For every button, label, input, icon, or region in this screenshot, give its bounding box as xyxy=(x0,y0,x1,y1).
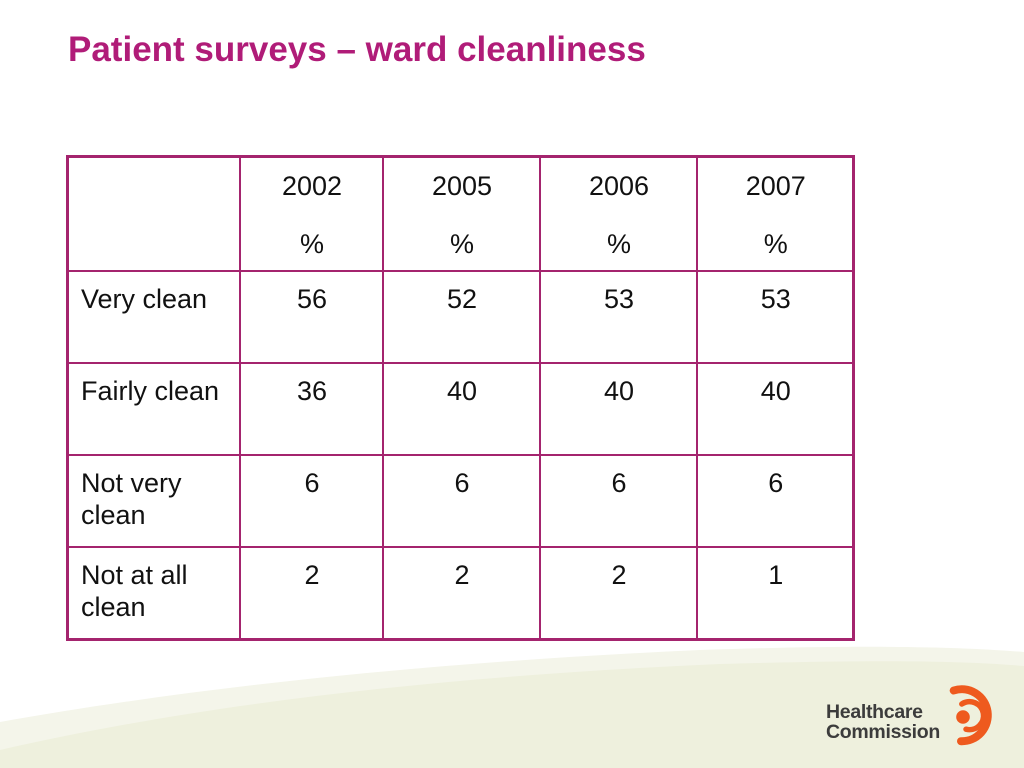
table-row: Fairly clean 36 40 40 40 xyxy=(66,362,855,456)
column-year: 2006 xyxy=(588,171,650,201)
table-cell: 1 xyxy=(695,546,855,640)
column-year: 2002 xyxy=(281,171,343,201)
table-cell: 56 xyxy=(238,270,384,364)
logo-line-2: Commission xyxy=(826,721,941,743)
column-header-2007: 2007 % xyxy=(695,155,855,272)
column-unit: % xyxy=(299,229,324,259)
table-cell: 52 xyxy=(381,270,541,364)
column-year: 2007 xyxy=(745,171,806,201)
row-label: Not at all clean xyxy=(66,546,241,640)
table-cell: 40 xyxy=(381,362,541,456)
table-cell: 6 xyxy=(695,454,855,548)
table-row: Very clean 56 52 53 53 xyxy=(66,270,855,364)
table-cell: 53 xyxy=(695,270,855,364)
column-year: 2005 xyxy=(431,171,493,201)
corner-cell xyxy=(66,155,241,272)
logo-wordmark: Healthcare Commission xyxy=(826,702,940,742)
table-cell: 2 xyxy=(238,546,384,640)
row-label: Fairly clean xyxy=(66,362,241,456)
column-unit: % xyxy=(763,229,788,259)
column-unit: % xyxy=(606,229,631,259)
concentric-arcs-icon xyxy=(949,685,992,746)
column-header-2002: 2002 % xyxy=(238,155,384,272)
column-unit: % xyxy=(449,229,474,259)
table-row: Not at all clean 2 2 2 1 xyxy=(66,546,855,640)
table-cell: 40 xyxy=(538,362,698,456)
slide-title: Patient surveys – ward cleanliness xyxy=(68,30,646,69)
table-header-row: 2002 % 2005 % 2006 % 2007 % xyxy=(66,155,855,272)
column-header-2006: 2006 % xyxy=(538,155,698,272)
column-header-2005: 2005 % xyxy=(381,155,541,272)
table-cell: 40 xyxy=(695,362,855,456)
table-cell: 2 xyxy=(381,546,541,640)
healthcare-commission-logo: Healthcare Commission xyxy=(826,676,1016,748)
table-cell: 6 xyxy=(538,454,698,548)
row-label: Not very clean xyxy=(66,454,241,548)
table-cell: 36 xyxy=(238,362,384,456)
table-row: Not very clean 6 6 6 6 xyxy=(66,454,855,548)
row-label: Very clean xyxy=(66,270,241,364)
table-cell: 53 xyxy=(538,270,698,364)
table-cell: 6 xyxy=(381,454,541,548)
table-cell: 6 xyxy=(238,454,384,548)
cleanliness-table: 2002 % 2005 % 2006 % 2007 % Very clean 5… xyxy=(66,155,855,641)
logo-line-1: Healthcare xyxy=(826,701,923,723)
table-cell: 2 xyxy=(538,546,698,640)
